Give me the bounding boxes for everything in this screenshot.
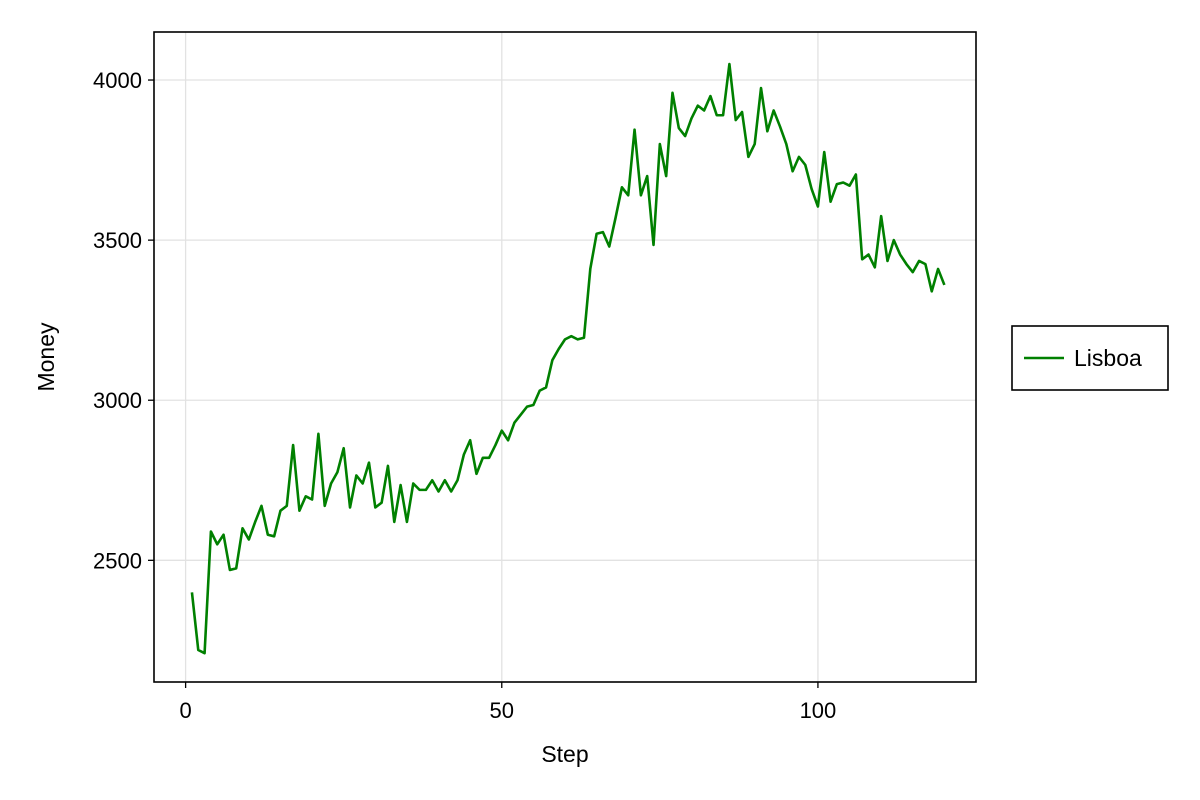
series-layer [190, 62, 946, 655]
y-axis-title: Money [33, 322, 59, 392]
x-tick-label: 50 [490, 698, 514, 723]
y-tick-label: 3500 [93, 228, 142, 253]
plot-frame [153, 31, 977, 683]
y-tick-label: 3000 [93, 388, 142, 413]
grid-lines [154, 32, 976, 682]
series-line-lisboa [190, 62, 946, 655]
x-tick-label: 100 [800, 698, 837, 723]
x-axis-title: Step [541, 741, 588, 767]
x-axis-ticks: 0 50 100 [179, 682, 836, 723]
x-tick-label: 0 [179, 698, 191, 723]
legend: Lisboa [1011, 325, 1169, 391]
y-axis-ticks: 2500 3000 3500 4000 [93, 68, 154, 573]
legend-label: Lisboa [1074, 345, 1142, 371]
y-tick-label: 4000 [93, 68, 142, 93]
y-tick-label: 2500 [93, 548, 142, 573]
